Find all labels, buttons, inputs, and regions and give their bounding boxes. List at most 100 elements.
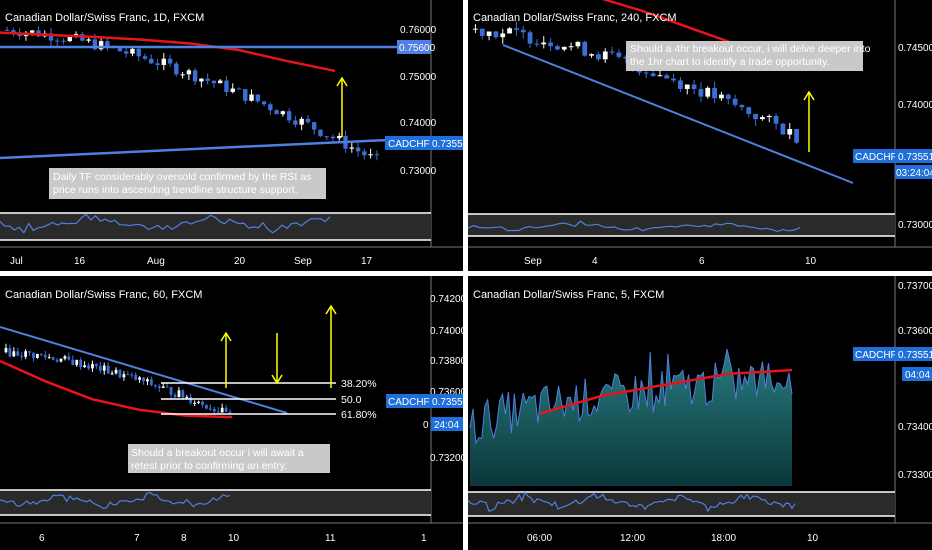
panel-title: Canadian Dollar/Swiss Franc, 1D, FXCM — [5, 12, 204, 24]
candle-body — [220, 407, 224, 413]
countdown-badge — [431, 417, 463, 431]
candle-body — [51, 357, 55, 360]
price-tick: 0.73400 — [898, 422, 932, 433]
price-tick: 0.74000 — [430, 326, 467, 337]
candle-body — [650, 73, 656, 77]
time-tick: 20 — [234, 256, 246, 267]
up-arrow — [220, 331, 232, 388]
candle-body — [664, 75, 670, 79]
symbol-label: CADCHF — [388, 139, 430, 150]
candle-body — [16, 351, 20, 356]
candle-body — [312, 122, 317, 130]
candle-body — [193, 402, 197, 404]
candle-body — [374, 154, 380, 156]
candle-body — [86, 39, 91, 41]
candle-body — [149, 58, 154, 64]
candle-body — [337, 135, 342, 139]
candle-body — [255, 94, 260, 102]
last-price-badge — [895, 149, 932, 163]
price-badge — [385, 136, 431, 150]
descending-trendline[interactable] — [0, 326, 288, 414]
price-tick: 0.73800 — [430, 356, 467, 367]
candle-body — [181, 390, 185, 398]
panel-5m[interactable]: Canadian Dollar/Swiss Franc, 5, FXCM 0.7… — [467, 276, 932, 544]
ascending-trendline[interactable] — [0, 137, 411, 160]
candle-body — [787, 129, 793, 135]
candle-body — [43, 354, 47, 358]
panel-1h[interactable]: 38.20% 50.0 61.80% Canadian Dollar/Swiss… — [0, 276, 469, 544]
last-price: 0.73551 — [432, 139, 469, 150]
candle-body — [548, 42, 553, 47]
descending-trendline[interactable] — [502, 44, 854, 184]
candle-body — [201, 401, 204, 405]
last-price-badge — [431, 394, 463, 408]
candle-body — [205, 78, 210, 81]
candle-body — [330, 136, 336, 139]
fib-label: 50.0 — [341, 394, 362, 406]
time-tick: 10 — [228, 533, 240, 544]
price-tick: 0.75000 — [400, 72, 437, 83]
candle-body — [236, 88, 242, 90]
time-tick: 10 — [807, 533, 819, 544]
candle-body — [355, 147, 361, 152]
candle-body — [274, 110, 279, 115]
candle-body — [142, 56, 148, 59]
time-tick: Jul — [10, 256, 23, 267]
candle-body — [205, 404, 208, 409]
analysis-note: Should a breakout occur i will await a re… — [131, 447, 304, 472]
candle-body — [180, 74, 185, 76]
moving-average-path — [539, 368, 793, 415]
candle-body — [146, 379, 149, 382]
candle-body — [161, 386, 165, 388]
candle-body — [243, 89, 248, 101]
candle-body — [268, 104, 273, 111]
analysis-note-box — [626, 41, 863, 71]
fib-label: 38.20% — [341, 378, 377, 390]
candle-body — [318, 129, 323, 137]
rsi-line — [467, 220, 801, 233]
rsi-band — [0, 490, 431, 515]
price-badge — [386, 394, 431, 408]
price-tick: 0.75600 — [399, 43, 436, 54]
candle-body — [520, 29, 526, 33]
candle-body — [142, 377, 145, 382]
countdown: 03:24:04 — [896, 168, 932, 179]
time-tick: 1 — [421, 533, 427, 544]
candle-body — [39, 353, 43, 355]
candle-body — [185, 397, 189, 399]
candle-body — [155, 63, 160, 66]
candle-body — [698, 89, 704, 97]
rsi-line — [0, 213, 331, 234]
candle-body — [725, 94, 731, 99]
panel-daily[interactable]: Canadian Dollar/Swiss Franc, 1D, FXCM 0.… — [0, 0, 469, 267]
candle-body — [691, 84, 697, 90]
candle-body — [165, 386, 169, 388]
time-tick: 7 — [134, 533, 140, 544]
panel-4h[interactable]: Canadian Dollar/Swiss Franc, 240, FXCM 0… — [467, 0, 932, 267]
time-tick: 10 — [805, 256, 817, 267]
analysis-note-box — [128, 444, 330, 473]
symbol-label: CADCHF — [855, 152, 897, 163]
candle-body — [568, 46, 574, 48]
candle-body — [12, 351, 16, 357]
countdown-badge — [895, 165, 932, 179]
candle-body — [732, 98, 738, 105]
candle-body — [216, 411, 220, 413]
candle-body — [596, 54, 601, 60]
candle-body — [189, 397, 193, 403]
time-tick: 11 — [325, 533, 336, 544]
candle-body — [28, 351, 31, 353]
candle-body — [760, 117, 765, 120]
time-tick: Aug — [147, 256, 165, 267]
candle-body — [122, 374, 126, 378]
candle-body — [534, 43, 540, 45]
candle-body — [134, 374, 138, 380]
candle-body — [98, 41, 104, 50]
candle-body — [59, 358, 63, 362]
candle-body — [212, 408, 216, 412]
candle-body — [561, 46, 567, 50]
panel-title: Canadian Dollar/Swiss Franc, 240, FXCM — [473, 12, 677, 24]
candle-body — [117, 47, 123, 52]
candle-body — [773, 115, 779, 124]
countdown-badge — [902, 367, 932, 381]
